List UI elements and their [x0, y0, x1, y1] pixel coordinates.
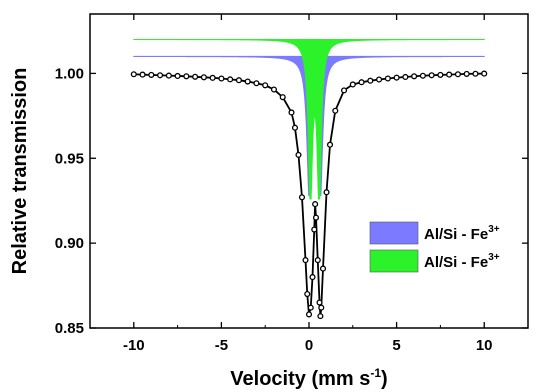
data-point-54: [481, 70, 488, 77]
x-tick-label-3: 5: [392, 337, 400, 354]
data-point-25: [307, 304, 314, 311]
data-point-0: [130, 71, 137, 78]
data-point-17: [279, 94, 286, 101]
data-point-47: [419, 72, 426, 79]
data-point-11: [227, 76, 234, 83]
data-point-51: [454, 71, 461, 78]
data-point-3: [157, 72, 164, 79]
data-point-14: [253, 80, 260, 87]
data-point-20: [295, 151, 302, 158]
data-point-32: [317, 313, 324, 320]
data-point-19: [291, 124, 299, 131]
y-tick-label-2: 0.95: [55, 150, 84, 167]
data-point-26: [309, 274, 316, 281]
legend-label-green: Al/Si - Fe3+: [424, 252, 500, 271]
data-point-5: [174, 72, 181, 79]
data-points: [130, 70, 488, 320]
legend: Al/Si - Fe3+ Al/Si - Fe3+: [369, 221, 500, 273]
data-point-9: [209, 74, 216, 81]
fitted-components: [133, 38, 485, 200]
y-axis-ticks: 0.85 0.90 0.95 1.00: [55, 65, 528, 337]
data-point-24: [305, 311, 313, 318]
legend-swatch-blue: [369, 221, 419, 245]
data-point-36: [326, 141, 334, 148]
y-tick-label-0: 0.85: [55, 320, 84, 337]
data-point-6: [183, 73, 190, 80]
data-point-18: [288, 109, 295, 116]
data-point-35: [323, 189, 330, 196]
x-tick-label-2: 0: [305, 337, 313, 354]
data-point-49: [437, 71, 444, 78]
data-point-33: [318, 304, 325, 311]
y-tick-label-1: 0.90: [55, 235, 84, 252]
data-point-41: [367, 77, 374, 84]
component-fill-1: [133, 38, 485, 200]
data-point-38: [340, 87, 348, 94]
data-point-21: [298, 194, 306, 201]
data-point-16: [270, 86, 278, 93]
x-axis-label: Velocity (mm s-1): [230, 366, 387, 390]
x-tick-label-1: -5: [215, 337, 228, 354]
data-point-12: [235, 77, 242, 84]
data-point-30: [314, 257, 321, 264]
data-point-15: [262, 82, 269, 89]
data-point-37: [332, 107, 339, 114]
data-point-22: [302, 257, 309, 264]
x-axis-ticks: -10 -5 0 5 10: [123, 14, 493, 354]
data-point-1: [139, 71, 146, 78]
data-point-52: [463, 70, 470, 77]
data-point-44: [393, 74, 400, 81]
data-point-43: [384, 75, 391, 82]
data-point-10: [218, 75, 225, 82]
data-point-28: [312, 201, 319, 208]
data-point-29: [312, 214, 320, 221]
data-point-46: [411, 73, 418, 80]
data-point-48: [428, 72, 435, 79]
y-tick-label-3: 1.00: [55, 65, 84, 82]
data-point-27: [311, 226, 318, 233]
data-point-39: [349, 81, 356, 88]
data-point-23: [304, 290, 311, 298]
data-point-50: [446, 71, 453, 78]
data-point-2: [148, 71, 155, 78]
data-point-8: [200, 74, 207, 81]
legend-label-blue: Al/Si - Fe3+: [424, 224, 500, 243]
data-point-45: [402, 73, 409, 81]
data-point-13: [244, 78, 251, 85]
y-axis-label: Relative transmission: [9, 68, 31, 275]
legend-swatch-green: [369, 249, 419, 273]
data-point-31: [316, 299, 323, 306]
data-point-40: [358, 79, 365, 86]
data-point-42: [376, 76, 383, 83]
x-tick-label-0: -10: [123, 337, 145, 354]
data-point-53: [472, 70, 479, 77]
x-tick-label-4: 10: [476, 337, 493, 354]
data-point-7: [192, 73, 199, 80]
data-point-34: [319, 265, 327, 272]
data-point-4: [165, 72, 172, 79]
